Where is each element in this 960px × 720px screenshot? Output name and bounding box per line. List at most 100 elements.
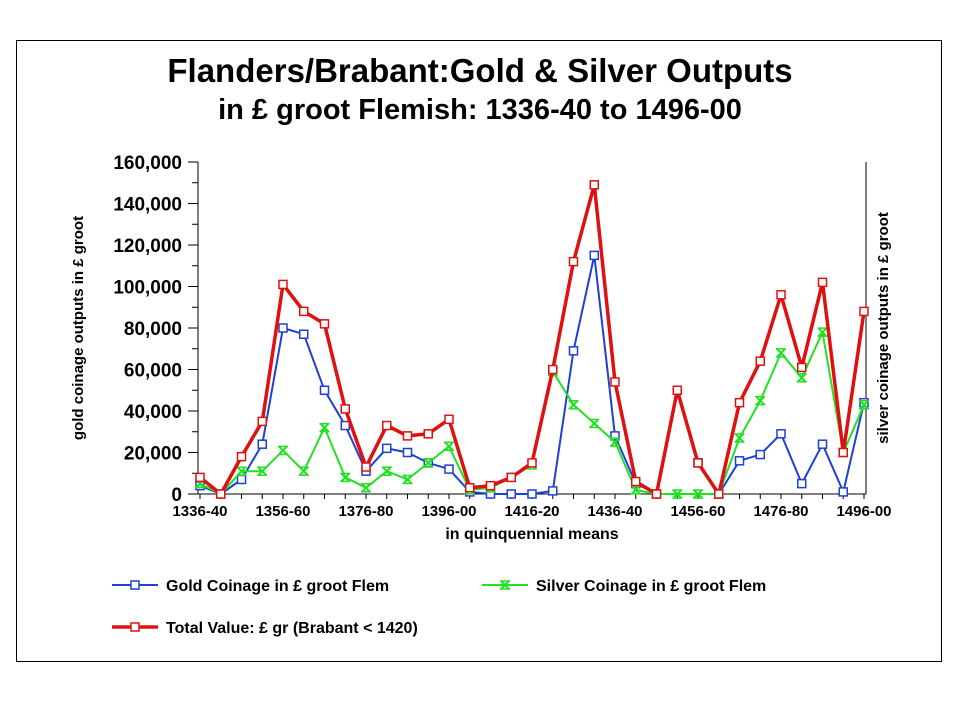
data-point (278, 445, 288, 456)
data-point (381, 466, 392, 476)
data-point (672, 385, 682, 395)
y2-axis-label: silver coinage outputs in £ groot (875, 212, 892, 444)
data-point (444, 414, 454, 425)
legend-label: Total Value: £ gr (Brabant < 1420) (166, 620, 418, 637)
data-point (361, 462, 371, 472)
chart-title: Flanders/Brabant:Gold & Silver Outputs (167, 52, 793, 89)
legend-entry-2: Total Value: £ gr (Brabant < 1420) (112, 620, 418, 637)
data-point (216, 489, 226, 499)
data-point (319, 319, 330, 329)
data-point (402, 447, 413, 458)
y-tick-label: 160,000 (113, 153, 182, 174)
data-point (610, 431, 620, 441)
data-point (444, 441, 454, 452)
legend-marker (500, 580, 510, 590)
data-point (527, 458, 537, 468)
data-point (236, 466, 247, 476)
data-point (838, 487, 848, 497)
data-point (361, 483, 371, 493)
y-tick-label: 20,000 (124, 444, 182, 465)
y-tick-label: 80,000 (124, 319, 182, 340)
data-point (485, 480, 496, 491)
legend-label: Silver Coinage in £ groot Flem (536, 578, 766, 595)
data-point (340, 420, 350, 431)
data-point (817, 327, 828, 337)
legend-marker (130, 580, 140, 590)
data-point (776, 429, 786, 439)
y-tick-label: 40,000 (124, 402, 182, 423)
data-point (589, 180, 599, 190)
data-point (382, 420, 392, 431)
x-tick-label: 1336-40 (172, 503, 227, 520)
data-point (568, 400, 579, 410)
data-point (527, 489, 537, 499)
data-point (423, 429, 433, 439)
data-point (465, 483, 475, 493)
data-point (236, 451, 247, 462)
data-point (257, 439, 267, 449)
data-point (402, 431, 413, 441)
legend-marker (130, 622, 140, 632)
series-line-1 (199, 331, 865, 495)
legend-entry-0: Gold Coinage in £ groot Flem (112, 578, 389, 595)
x-tick-label: 1496-00 (836, 503, 891, 520)
x-axis-label: in quinquennial means (445, 526, 618, 543)
data-point (797, 478, 807, 489)
data-point (402, 474, 413, 485)
data-point (278, 279, 288, 290)
data-point (672, 489, 683, 499)
data-point (755, 449, 765, 460)
data-point (610, 377, 620, 387)
data-point (257, 416, 267, 427)
data-point (568, 346, 579, 356)
data-point (298, 466, 309, 476)
y-tick-label: 120,000 (113, 236, 182, 257)
data-point (734, 456, 745, 466)
data-point (693, 458, 703, 468)
data-point (319, 422, 330, 433)
x-tick-label: 1436-40 (587, 503, 642, 520)
data-point (755, 395, 766, 406)
x-tick-label: 1356-60 (255, 503, 310, 520)
data-point (236, 474, 247, 485)
chart-subtitle: in £ groot Flemish: 1336-40 to 1496-00 (218, 94, 742, 126)
data-point (776, 348, 786, 358)
data-point (734, 433, 745, 443)
data-point (610, 437, 620, 447)
series-2 (195, 180, 869, 499)
data-point (299, 306, 309, 317)
data-point (859, 306, 869, 317)
data-point (506, 489, 516, 499)
legend-entry-1: Silver Coinage in £ groot Flem (482, 578, 766, 595)
data-point (755, 356, 765, 366)
data-point (340, 404, 350, 414)
data-point (796, 373, 807, 383)
data-point (299, 329, 309, 339)
data-point (548, 486, 558, 496)
data-point (859, 400, 869, 410)
data-point (817, 439, 828, 449)
data-point (340, 472, 351, 483)
data-point (817, 277, 828, 288)
data-point (423, 458, 434, 468)
x-tick-label: 1416-20 (504, 503, 559, 520)
data-point (319, 385, 330, 395)
data-point (568, 256, 579, 267)
x-tick-label: 1476-80 (753, 503, 808, 520)
y-tick-label: 60,000 (124, 361, 182, 382)
data-point (734, 397, 745, 408)
data-point (548, 364, 558, 375)
x-tick-label: 1396-00 (421, 503, 476, 520)
data-point (797, 362, 807, 373)
data-point (776, 290, 786, 300)
data-point (714, 489, 724, 499)
series-1 (195, 327, 869, 499)
y-tick-label: 140,000 (113, 195, 182, 216)
y-tick-label: 0 (171, 485, 182, 506)
legend-label: Gold Coinage in £ groot Flem (166, 578, 389, 595)
data-point (257, 466, 268, 476)
data-point (631, 476, 641, 487)
data-point (195, 472, 205, 483)
data-point (651, 489, 662, 499)
